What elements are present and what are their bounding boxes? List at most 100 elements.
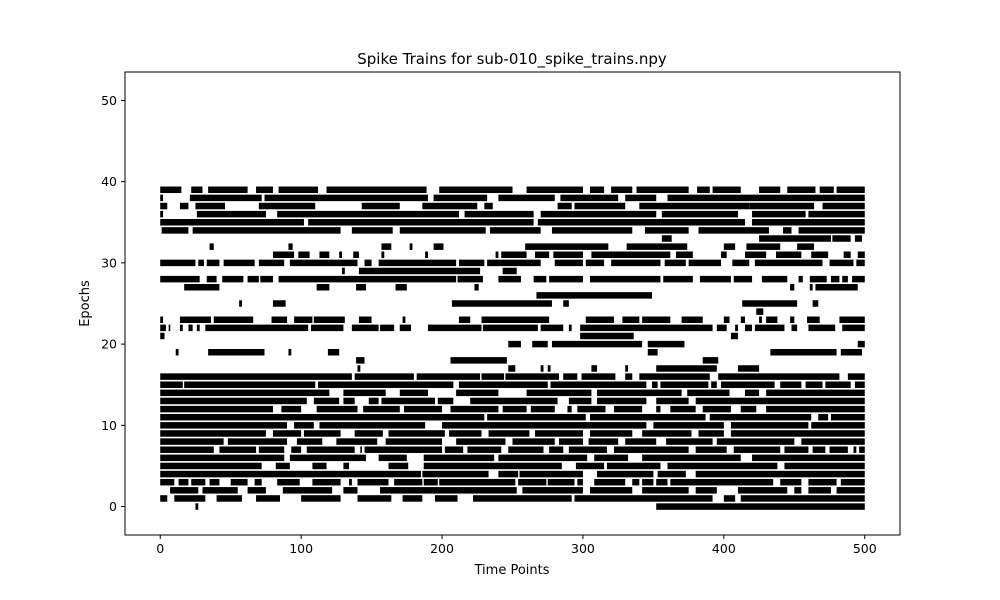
spike-segment	[289, 454, 366, 462]
spike-segment	[568, 397, 592, 405]
spike-segment	[277, 478, 300, 486]
spike-segment	[508, 365, 516, 372]
spike-segment	[642, 487, 689, 494]
spike-segment	[209, 243, 214, 250]
spike-segment	[219, 446, 257, 453]
spike-segment	[574, 202, 626, 210]
spike-segment	[625, 438, 657, 445]
spike-segment	[752, 454, 865, 462]
epoch-row-25	[239, 300, 819, 307]
spike-segment	[319, 251, 330, 259]
spike-segment	[594, 478, 626, 486]
spike-segment	[780, 478, 802, 486]
spike-segment	[202, 487, 238, 494]
spike-segment	[361, 202, 400, 210]
spike-segment	[687, 389, 730, 397]
spike-segment	[639, 373, 710, 380]
spike-segment	[667, 194, 865, 202]
spike-segment	[509, 316, 550, 323]
epoch-row-31	[272, 251, 865, 259]
spike-segment	[547, 365, 551, 372]
spike-segment	[746, 243, 781, 250]
spike-segment	[395, 284, 407, 291]
epoch-row-35	[160, 219, 865, 226]
epoch-row-16	[160, 373, 865, 380]
spike-segment	[489, 227, 541, 234]
spike-segment	[709, 413, 812, 421]
spike-segment	[830, 275, 840, 283]
spike-segment	[256, 186, 273, 194]
spike-segment	[425, 251, 428, 259]
spike-segment	[856, 259, 865, 267]
spike-segment	[740, 316, 745, 323]
spike-segment	[358, 267, 481, 275]
spike-segment	[160, 202, 168, 210]
spike-segment	[859, 446, 865, 453]
epoch-row-37	[160, 202, 865, 210]
spike-segment	[161, 227, 189, 234]
spike-segment	[467, 446, 502, 453]
spike-segment	[522, 487, 583, 494]
spike-segment	[288, 243, 293, 250]
spike-segment	[316, 405, 358, 413]
spike-segment	[160, 219, 304, 226]
spike-segment	[657, 470, 686, 478]
spike-segment	[811, 422, 865, 429]
spike-segment	[577, 478, 583, 486]
epoch-row-12	[160, 405, 865, 413]
spike-segment	[754, 259, 823, 267]
spike-segment	[160, 495, 168, 502]
spike-segment	[560, 194, 619, 202]
spike-segment	[591, 365, 598, 372]
spike-segment	[530, 405, 555, 413]
spike-segment	[661, 235, 672, 242]
spike-segment	[832, 235, 851, 242]
spike-segment	[590, 487, 633, 494]
spike-segment	[525, 243, 609, 250]
spike-segment	[626, 243, 688, 250]
spike-segment	[357, 478, 389, 486]
spike-segment	[585, 316, 614, 323]
spike-segment	[716, 324, 727, 332]
epoch-row-23	[160, 316, 865, 323]
spike-segment	[745, 324, 753, 332]
spike-segment	[526, 389, 592, 397]
spike-segment	[759, 186, 781, 194]
spike-segment	[160, 405, 273, 413]
spike-segment	[801, 438, 865, 445]
spike-segment	[444, 446, 464, 453]
spike-segment	[718, 373, 840, 380]
spike-segment	[759, 316, 762, 323]
spike-segment	[451, 300, 552, 307]
spike-segment	[675, 251, 693, 259]
spike-segment	[647, 340, 685, 348]
spike-segment	[357, 194, 428, 202]
spike-segment	[549, 446, 564, 453]
epoch-row-30	[160, 259, 865, 267]
y-tick-label: 10	[101, 418, 117, 433]
spike-segment	[487, 259, 541, 267]
spike-segment	[613, 446, 689, 453]
spike-segment	[378, 259, 457, 267]
spike-segment	[256, 495, 280, 502]
spike-segment	[264, 194, 358, 202]
spike-segment	[239, 300, 242, 307]
spike-segment	[550, 381, 647, 388]
spike-segment	[402, 316, 406, 323]
spike-segment	[656, 503, 865, 510]
spike-segment	[533, 275, 547, 283]
spike-segment	[790, 316, 795, 323]
spike-segment	[653, 422, 724, 429]
epoch-row-14	[160, 389, 865, 397]
spike-segment	[179, 324, 183, 332]
spike-segment	[319, 422, 426, 429]
spike-segment	[791, 324, 798, 332]
spike-segment	[670, 478, 774, 486]
spike-segment	[312, 462, 327, 470]
spike-segment	[457, 275, 483, 283]
spike-segment	[712, 186, 741, 194]
spike-segment	[160, 381, 183, 388]
spike-segment	[625, 194, 657, 202]
spike-segment	[554, 259, 583, 267]
spike-segment	[721, 381, 775, 388]
